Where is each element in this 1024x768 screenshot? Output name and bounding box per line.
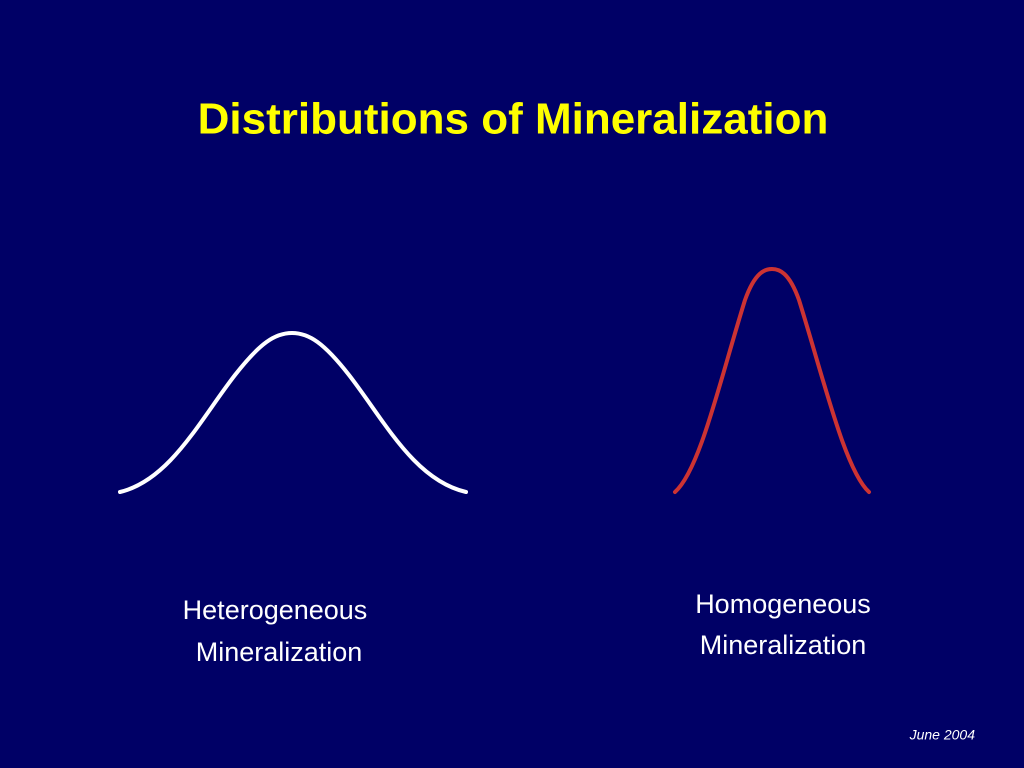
slide-title: Distributions of Mineralization xyxy=(198,95,829,144)
footer-date: June 2004 xyxy=(909,727,976,743)
curve-label: Mineralization xyxy=(700,630,867,660)
curve-label: Mineralization xyxy=(196,637,363,667)
narrow-bell-curve xyxy=(673,266,871,494)
wide-bell-curve xyxy=(118,330,468,494)
curve-label: Heterogeneous xyxy=(183,595,368,625)
curve-label: Homogeneous xyxy=(695,589,871,619)
